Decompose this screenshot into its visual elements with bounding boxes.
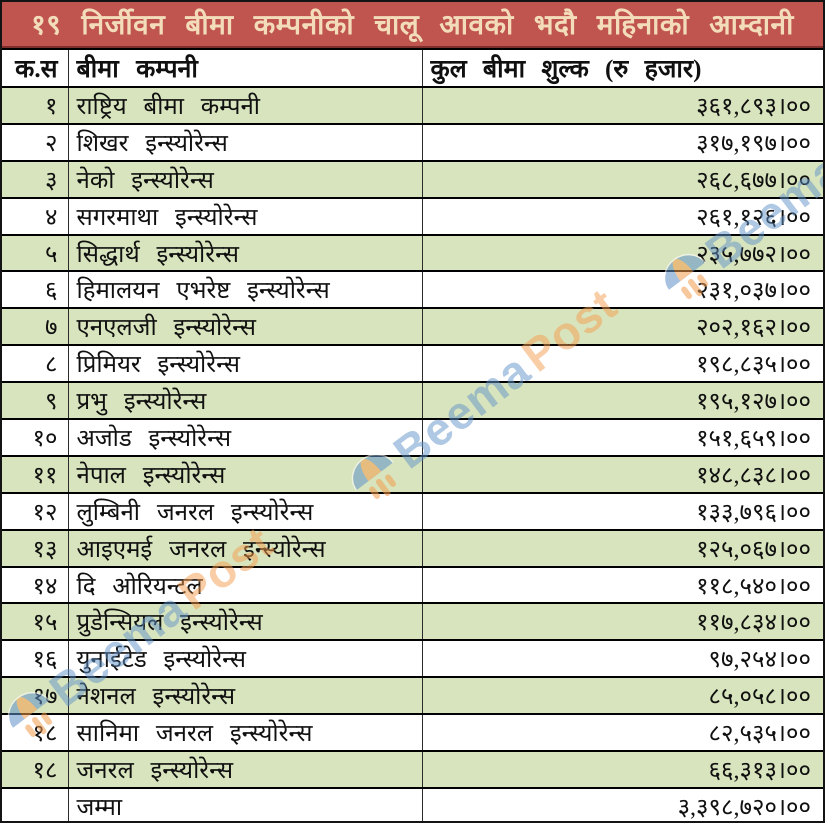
table-row: २ शिखर इन्स्योरेन्स ३१७,१९७।०० — [2, 122, 823, 161]
cell-serial-number: ११ — [2, 454, 69, 493]
cell-company-name: नेपाल इन्स्योरेन्स — [68, 454, 423, 493]
cell-total-label: जम्मा — [68, 786, 423, 821]
cell-company-name: लुम्बिनी जनरल इन्स्योरेन्स — [68, 491, 423, 530]
cell-premium-value: ९७,२५४।०० — [422, 639, 823, 678]
cell-serial-number: १ — [2, 86, 69, 124]
table-row: १३ आइएमई जनरल इन्स्योरेन्स १२५,०६७।०० — [2, 528, 823, 567]
cell-serial-number: १२ — [2, 491, 69, 530]
cell-company-name: हिमालयन एभरेष्ट इन्स्योरेन्स — [68, 270, 423, 309]
insurance-income-table: क.स बीमा कम्पनी कुल बीमा शुल्क (रु हजार)… — [2, 48, 823, 821]
page-title: १९ निर्जीवन बीमा कम्पनीको चालू आवको भदौ … — [31, 10, 794, 41]
cell-premium-value: १५१,६५९।०० — [422, 418, 823, 456]
table-header-row: क.स बीमा कम्पनी कुल बीमा शुल्क (रु हजार) — [2, 48, 823, 87]
cell-premium-value: १२५,०६७।०० — [422, 528, 823, 567]
cell-premium-value: ६६,३१३।०० — [422, 750, 823, 788]
cell-serial-number: ९ — [2, 381, 69, 420]
cell-serial-number: १५ — [2, 602, 69, 641]
cell-company-name: युनाईटेड इन्स्योरेन्स — [68, 639, 423, 678]
cell-premium-value: २०२,१६२।०० — [422, 307, 823, 346]
table-row: ९ प्रभु इन्स्योरेन्स १९५,१२७।०० — [2, 381, 823, 420]
cell-company-name: नेशनल इन्स्योरेन्स — [68, 676, 423, 715]
cell-serial-number: १८ — [2, 713, 69, 752]
table-row: ८ प्रिमियर इन्स्योरेन्स १९८,८३५।०० — [2, 344, 823, 383]
cell-premium-value: २३५,७७२।०० — [422, 233, 823, 272]
cell-company-name: सिद्धार्थ इन्स्योरेन्स — [68, 233, 423, 272]
cell-premium-value: ११७,८३४।०० — [422, 602, 823, 641]
cell-company-name: सानिमा जनरल इन्स्योरेन्स — [68, 713, 423, 752]
table-row: १४ दि ओरियन्टल ११८,५४०।०० — [2, 565, 823, 604]
total-row: जम्मा ३,३९८,७२०।०० — [2, 786, 823, 821]
table-row: १० अजोड इन्स्योरेन्स १५१,६५९।०० — [2, 418, 823, 456]
cell-premium-value: ३१७,१९७।०० — [422, 122, 823, 161]
cell-company-name: शिखर इन्स्योरेन्स — [68, 122, 423, 161]
cell-company-name: सगरमाथा इन्स्योरेन्स — [68, 196, 423, 235]
table-row: ७ एनएलजी इन्स्योरेन्स २०२,१६२।०० — [2, 307, 823, 346]
table-row: १७ नेशनल इन्स्योरेन्स ८५,०५८।०० — [2, 676, 823, 715]
table-row: ११ नेपाल इन्स्योरेन्स १४८,८३८।०० — [2, 454, 823, 493]
col-header-serial-number: क.स — [2, 48, 69, 87]
cell-premium-value: ३६१,८९३।०० — [422, 86, 823, 124]
cell-company-name: जनरल इन्स्योरेन्स — [68, 750, 423, 788]
cell-serial-number: ६ — [2, 270, 69, 309]
cell-serial-number: १८ — [2, 750, 69, 788]
cell-company-name: दि ओरियन्टल — [68, 565, 423, 604]
table-row: ६ हिमालयन एभरेष्ट इन्स्योरेन्स २३१,०३७।०… — [2, 270, 823, 309]
cell-company-name: एनएलजी इन्स्योरेन्स — [68, 307, 423, 346]
table-row: ५ सिद्धार्थ इन्स्योरेन्स २३५,७७२।०० — [2, 233, 823, 272]
cell-company-name: राष्ट्रिय बीमा कम्पनी — [68, 86, 423, 124]
cell-premium-value: २६१,१२६।०० — [422, 196, 823, 235]
cell-serial-number: १४ — [2, 565, 69, 604]
cell-company-name: प्रिमियर इन्स्योरेन्स — [68, 344, 423, 383]
cell-company-name: प्रभु इन्स्योरेन्स — [68, 381, 423, 420]
table-row: १८ जनरल इन्स्योरेन्स ६६,३१३।०० — [2, 750, 823, 788]
cell-premium-value: १४८,८३८।०० — [422, 454, 823, 493]
table-row: १ राष्ट्रिय बीमा कम्पनी ३६१,८९३।०० — [2, 86, 823, 124]
cell-company-name: आइएमई जनरल इन्स्योरेन्स — [68, 528, 423, 567]
cell-premium-value: २६८,६७७।०० — [422, 159, 823, 198]
cell-company-name: प्रुडेन्सियल इन्स्योरेन्स — [68, 602, 423, 641]
cell-serial-number — [2, 786, 69, 821]
cell-serial-number: १७ — [2, 676, 69, 715]
cell-premium-value: ८५,०५८।०० — [422, 676, 823, 715]
cell-serial-number: १० — [2, 418, 69, 456]
table-row: १२ लुम्बिनी जनरल इन्स्योरेन्स १३३,७९६।०० — [2, 491, 823, 530]
col-header-company: बीमा कम्पनी — [68, 48, 423, 87]
title-bar: १९ निर्जीवन बीमा कम्पनीको चालू आवको भदौ … — [2, 2, 823, 48]
cell-serial-number: ३ — [2, 159, 69, 198]
cell-serial-number: ५ — [2, 233, 69, 272]
cell-premium-value: ८२,५३५।०० — [422, 713, 823, 752]
cell-serial-number: १६ — [2, 639, 69, 678]
cell-premium-value: १३३,७९६।०० — [422, 491, 823, 530]
table-body: क.स बीमा कम्पनी कुल बीमा शुल्क (रु हजार)… — [2, 48, 823, 821]
cell-premium-value: ११८,५४०।०० — [422, 565, 823, 604]
cell-serial-number: २ — [2, 122, 69, 161]
cell-premium-value: १९५,१२७।०० — [422, 381, 823, 420]
cell-company-name: नेको इन्स्योरेन्स — [68, 159, 423, 198]
cell-company-name: अजोड इन्स्योरेन्स — [68, 418, 423, 456]
cell-premium-value: २३१,०३७।०० — [422, 270, 823, 309]
table-row: १६ युनाईटेड इन्स्योरेन्स ९७,२५४।०० — [2, 639, 823, 678]
cell-serial-number: ७ — [2, 307, 69, 346]
table-row: ४ सगरमाथा इन्स्योरेन्स २६१,१२६।०० — [2, 196, 823, 235]
cell-total-value: ३,३९८,७२०।०० — [422, 786, 823, 821]
table-row: १८ सानिमा जनरल इन्स्योरेन्स ८२,५३५।०० — [2, 713, 823, 752]
cell-serial-number: ४ — [2, 196, 69, 235]
table-row: १५ प्रुडेन्सियल इन्स्योरेन्स ११७,८३४।०० — [2, 602, 823, 641]
cell-serial-number: १३ — [2, 528, 69, 567]
col-header-premium: कुल बीमा शुल्क (रु हजार) — [422, 48, 823, 87]
cell-premium-value: १९८,८३५।०० — [422, 344, 823, 383]
table-row: ३ नेको इन्स्योरेन्स २६८,६७७।०० — [2, 159, 823, 198]
cell-serial-number: ८ — [2, 344, 69, 383]
